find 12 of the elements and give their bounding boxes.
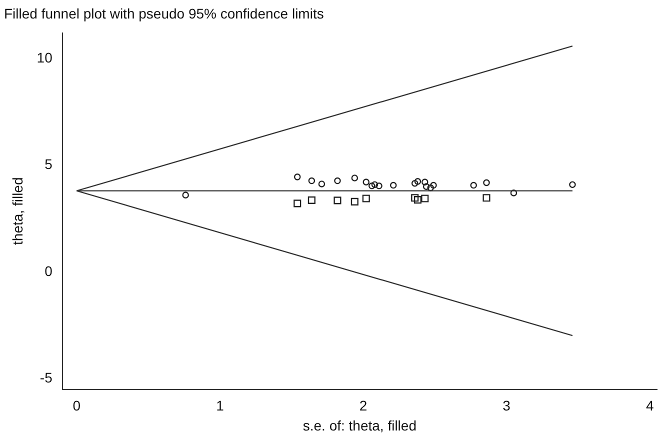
y-axis-title: theta, filled (9, 177, 26, 245)
x-tick-label: 0 (72, 398, 81, 414)
x-tick-label: 4 (646, 398, 654, 414)
y-tick-label: 5 (44, 156, 53, 172)
x-axis-title: s.e. of: theta, filled (302, 417, 416, 434)
x-tick-label: 1 (216, 398, 224, 414)
x-tick-label: 3 (502, 398, 511, 414)
y-tick-label: 0 (44, 262, 53, 279)
x-tick-label: 2 (359, 398, 368, 414)
y-tick-label: 10 (36, 49, 53, 66)
chart-title: Filled funnel plot with pseudo 95% confidence limits (4, 5, 324, 22)
y-tick-label: -5 (40, 370, 53, 386)
